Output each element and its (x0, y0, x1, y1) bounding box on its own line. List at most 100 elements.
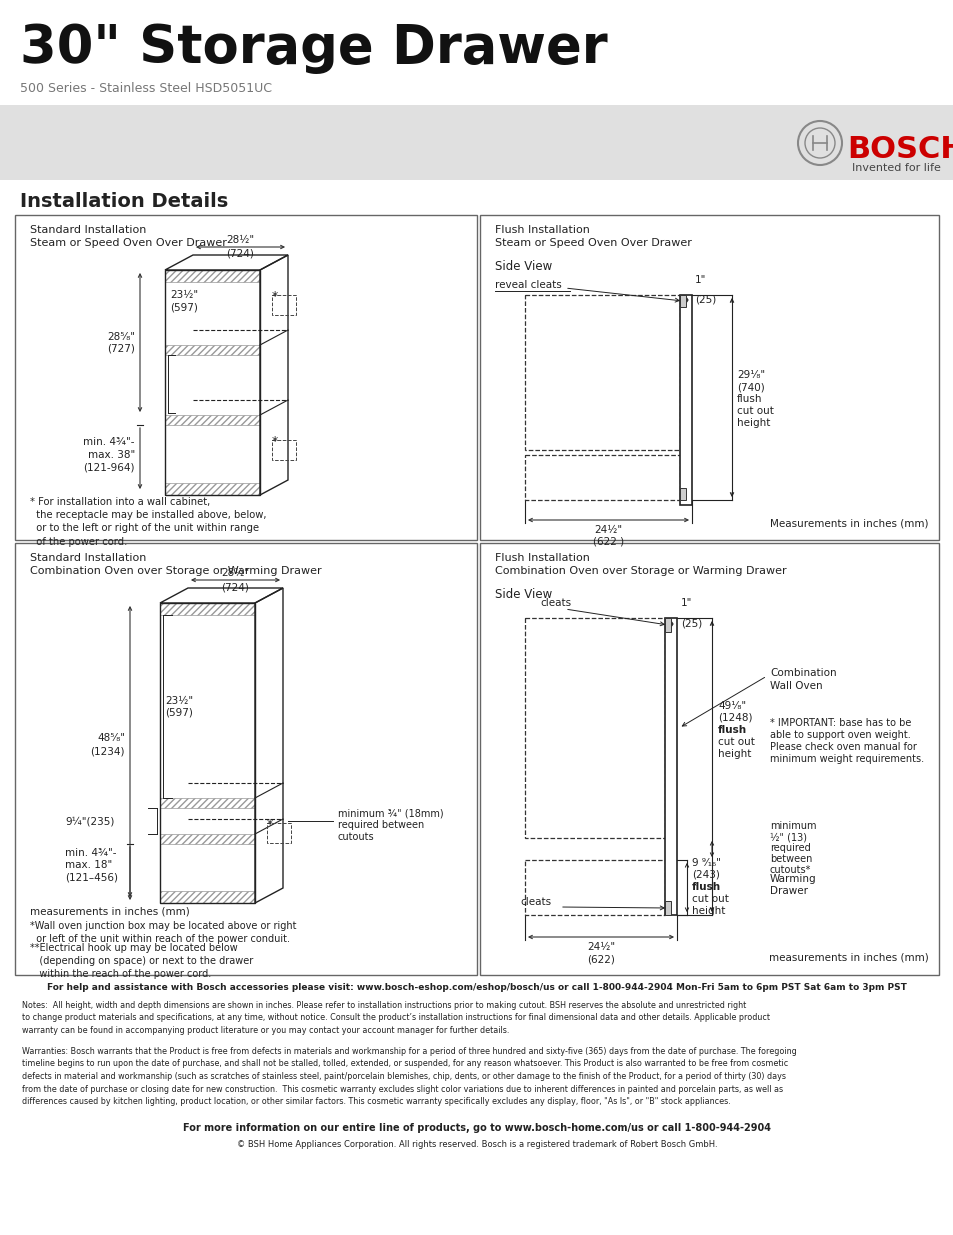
Text: Installation Details: Installation Details (20, 191, 228, 211)
Text: 29¹⁄₈": 29¹⁄₈" (737, 370, 764, 380)
Bar (679, 295, 691, 505)
Text: height: height (718, 748, 751, 760)
Text: (727): (727) (107, 343, 135, 353)
Text: max. 18": max. 18" (65, 860, 112, 869)
Bar (165, 345, 260, 354)
Text: (740): (740) (737, 383, 764, 393)
Text: *: * (272, 290, 278, 303)
Text: (597): (597) (170, 303, 197, 312)
Text: 24½": 24½" (594, 525, 622, 535)
Bar (664, 618, 677, 915)
Bar (479, 215, 938, 540)
Text: Steam or Speed Oven Over Drawer: Steam or Speed Oven Over Drawer (30, 238, 227, 248)
Text: Flush Installation: Flush Installation (495, 553, 589, 563)
Text: able to support oven weight.: able to support oven weight. (769, 730, 910, 740)
Text: cleats: cleats (539, 598, 571, 608)
Text: reveal cleats: reveal cleats (495, 280, 561, 290)
Text: 23½": 23½" (170, 290, 198, 300)
Bar (524, 860, 664, 915)
Text: min. 4¾"-: min. 4¾"- (65, 848, 116, 858)
Text: 49¹⁄₈": 49¹⁄₈" (718, 701, 745, 711)
Bar (479, 543, 938, 974)
Text: (622 ): (622 ) (593, 537, 623, 547)
Text: © BSH Home Appliances Corporation. All rights reserved. Bosch is a registered tr: © BSH Home Appliances Corporation. All r… (236, 1140, 717, 1149)
Text: ½" (13): ½" (13) (769, 832, 806, 842)
Bar (15, 215, 476, 540)
Text: min. 4¾"-: min. 4¾"- (84, 437, 135, 447)
Text: (1234): (1234) (91, 746, 125, 756)
Text: (597): (597) (165, 708, 193, 718)
Text: Warranties: Bosch warrants that the Product is free from defects in materials an: Warranties: Bosch warrants that the Prod… (22, 1047, 796, 1107)
Text: * IMPORTANT: base has to be: * IMPORTANT: base has to be (769, 718, 910, 727)
Text: Warming: Warming (769, 873, 816, 883)
Text: (121-964): (121-964) (84, 463, 135, 473)
Text: 28⁵⁄₈": 28⁵⁄₈" (107, 331, 135, 342)
Bar (160, 603, 254, 615)
Text: (1248): (1248) (718, 713, 752, 722)
Text: Combination: Combination (769, 668, 836, 678)
Bar (165, 270, 260, 282)
Text: Flush Installation: Flush Installation (495, 225, 589, 235)
Text: measurements in inches (mm): measurements in inches (mm) (768, 953, 928, 963)
Text: 1": 1" (695, 275, 705, 285)
Bar (165, 483, 260, 495)
Text: height: height (737, 419, 770, 429)
Text: *: * (272, 435, 278, 448)
Text: 23½": 23½" (165, 695, 193, 705)
Bar (15, 543, 476, 974)
Text: cutouts*: cutouts* (769, 864, 810, 876)
Text: 28½": 28½" (226, 235, 254, 245)
Text: BOSCH: BOSCH (846, 135, 953, 164)
Text: height: height (691, 905, 724, 915)
Text: Standard Installation: Standard Installation (30, 225, 146, 235)
Text: 24½": 24½" (586, 942, 615, 952)
Bar (160, 798, 254, 808)
Text: (724): (724) (226, 249, 254, 259)
Text: minimum weight requirements.: minimum weight requirements. (769, 755, 923, 764)
Text: 9¼"(235): 9¼"(235) (65, 816, 114, 826)
Text: Steam or Speed Oven Over Drawer: Steam or Speed Oven Over Drawer (495, 238, 691, 248)
Text: between: between (769, 853, 812, 864)
Bar (0, 105, 953, 180)
Text: 28½": 28½" (221, 568, 250, 578)
Text: measurements in inches (mm): measurements in inches (mm) (30, 906, 190, 916)
Text: (622): (622) (586, 953, 615, 965)
Text: cut out: cut out (737, 406, 773, 416)
Text: Side View: Side View (495, 588, 552, 601)
Text: cut out: cut out (718, 737, 754, 747)
Text: For more information on our entire line of products, go to www.bosch-home.com/us: For more information on our entire line … (183, 1123, 770, 1132)
Text: Side View: Side View (495, 261, 552, 273)
Text: max. 38": max. 38" (88, 450, 135, 459)
Bar (679, 488, 685, 500)
Bar (160, 890, 254, 903)
Text: cut out: cut out (691, 893, 728, 904)
Bar (664, 902, 670, 915)
Text: required between: required between (337, 820, 424, 830)
Bar (160, 834, 254, 844)
Text: (121–456): (121–456) (65, 872, 118, 882)
Bar (160, 603, 254, 903)
Text: Combination Oven over Storage or Warming Drawer: Combination Oven over Storage or Warming… (495, 566, 786, 576)
Text: flush: flush (691, 882, 720, 892)
Text: 48⁵⁄₈": 48⁵⁄₈" (97, 734, 125, 743)
Text: cleats: cleats (519, 897, 551, 906)
Text: 1": 1" (680, 598, 692, 608)
Text: Measurements in inches (mm): Measurements in inches (mm) (770, 517, 928, 529)
Text: required: required (769, 844, 810, 853)
Bar (165, 415, 260, 425)
Text: Notes:  All height, width and depth dimensions are shown in inches. Please refer: Notes: All height, width and depth dimen… (22, 1002, 769, 1035)
Text: *Wall oven junction box may be located above or right
  or left of the unit with: *Wall oven junction box may be located a… (30, 921, 296, 945)
Text: cutouts: cutouts (337, 832, 375, 842)
Text: For help and assistance with Bosch accessories please visit: www.bosch-eshop.com: For help and assistance with Bosch acces… (47, 983, 906, 992)
Bar (165, 270, 260, 495)
Text: (25): (25) (695, 295, 716, 305)
Text: (243): (243) (691, 869, 720, 879)
Text: Drawer: Drawer (769, 887, 807, 897)
Text: 500 Series - Stainless Steel HSD5051UC: 500 Series - Stainless Steel HSD5051UC (20, 82, 272, 95)
Text: 30" Storage Drawer: 30" Storage Drawer (20, 22, 607, 74)
Text: **Electrical hook up may be located below
   (depending on space) or next to the: **Electrical hook up may be located belo… (30, 944, 253, 979)
Text: *: * (267, 818, 273, 831)
Text: flush: flush (737, 394, 761, 405)
Text: (724): (724) (221, 582, 249, 592)
Bar (664, 618, 670, 632)
